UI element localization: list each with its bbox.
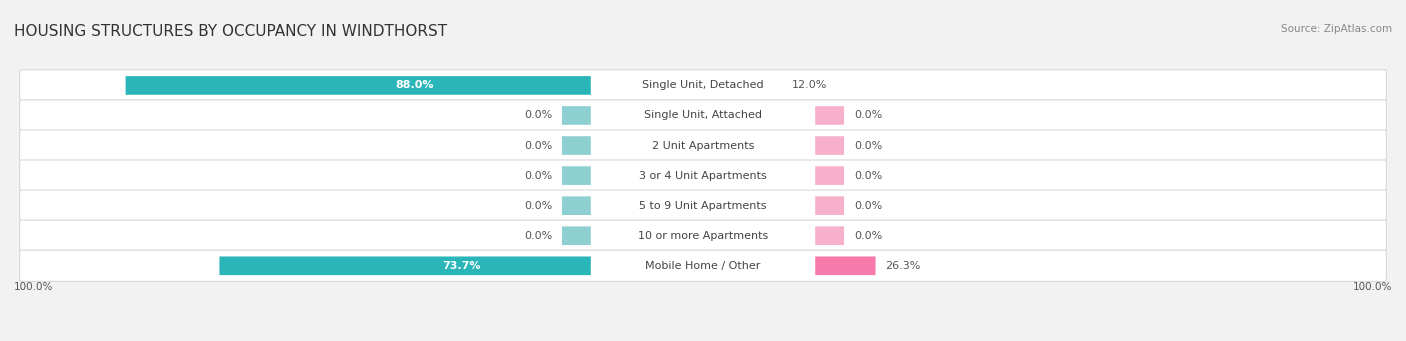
Text: 2 Unit Apartments: 2 Unit Apartments: [652, 140, 754, 151]
Text: Single Unit, Attached: Single Unit, Attached: [644, 110, 762, 120]
FancyBboxPatch shape: [591, 253, 815, 278]
FancyBboxPatch shape: [703, 256, 876, 275]
FancyBboxPatch shape: [591, 163, 815, 188]
FancyBboxPatch shape: [703, 76, 782, 95]
FancyBboxPatch shape: [591, 133, 815, 158]
Text: 0.0%: 0.0%: [524, 170, 553, 181]
FancyBboxPatch shape: [20, 160, 1386, 191]
FancyBboxPatch shape: [219, 256, 703, 275]
FancyBboxPatch shape: [562, 166, 598, 185]
FancyBboxPatch shape: [562, 196, 598, 215]
FancyBboxPatch shape: [808, 136, 844, 155]
Text: 0.0%: 0.0%: [524, 231, 553, 241]
Text: HOUSING STRUCTURES BY OCCUPANCY IN WINDTHORST: HOUSING STRUCTURES BY OCCUPANCY IN WINDT…: [14, 24, 447, 39]
FancyBboxPatch shape: [591, 193, 815, 218]
Text: 73.7%: 73.7%: [441, 261, 481, 271]
FancyBboxPatch shape: [20, 100, 1386, 131]
FancyBboxPatch shape: [20, 220, 1386, 251]
FancyBboxPatch shape: [808, 196, 844, 215]
FancyBboxPatch shape: [562, 136, 598, 155]
Text: Single Unit, Detached: Single Unit, Detached: [643, 80, 763, 90]
Legend: Owner-occupied, Renter-occupied: Owner-occupied, Renter-occupied: [586, 338, 820, 341]
FancyBboxPatch shape: [808, 226, 844, 245]
Text: Source: ZipAtlas.com: Source: ZipAtlas.com: [1281, 24, 1392, 34]
FancyBboxPatch shape: [808, 106, 844, 125]
Text: 100.0%: 100.0%: [14, 282, 53, 293]
Text: 0.0%: 0.0%: [524, 201, 553, 211]
FancyBboxPatch shape: [591, 73, 815, 98]
FancyBboxPatch shape: [125, 76, 703, 95]
FancyBboxPatch shape: [20, 130, 1386, 161]
FancyBboxPatch shape: [808, 166, 844, 185]
Text: Mobile Home / Other: Mobile Home / Other: [645, 261, 761, 271]
Text: 0.0%: 0.0%: [853, 140, 882, 151]
Text: 10 or more Apartments: 10 or more Apartments: [638, 231, 768, 241]
Text: 0.0%: 0.0%: [853, 231, 882, 241]
Text: 26.3%: 26.3%: [886, 261, 921, 271]
Text: 5 to 9 Unit Apartments: 5 to 9 Unit Apartments: [640, 201, 766, 211]
Text: 100.0%: 100.0%: [1353, 282, 1392, 293]
Text: 3 or 4 Unit Apartments: 3 or 4 Unit Apartments: [640, 170, 766, 181]
FancyBboxPatch shape: [20, 250, 1386, 281]
FancyBboxPatch shape: [562, 226, 598, 245]
Text: 12.0%: 12.0%: [792, 80, 827, 90]
Text: 0.0%: 0.0%: [853, 201, 882, 211]
Text: 0.0%: 0.0%: [524, 140, 553, 151]
FancyBboxPatch shape: [591, 223, 815, 248]
FancyBboxPatch shape: [20, 70, 1386, 101]
Text: 88.0%: 88.0%: [395, 80, 433, 90]
Text: 0.0%: 0.0%: [524, 110, 553, 120]
FancyBboxPatch shape: [562, 106, 598, 125]
FancyBboxPatch shape: [591, 103, 815, 128]
Text: 0.0%: 0.0%: [853, 110, 882, 120]
FancyBboxPatch shape: [20, 190, 1386, 221]
Text: 0.0%: 0.0%: [853, 170, 882, 181]
